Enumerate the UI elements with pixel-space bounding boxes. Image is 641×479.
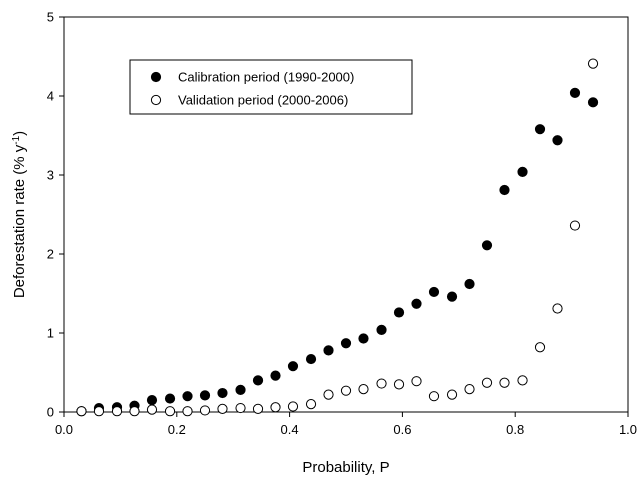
validation-series [76, 58, 599, 417]
legend-marker-calibration [150, 71, 162, 83]
y-tick-label: 0 [47, 405, 54, 420]
validation-point [270, 402, 281, 413]
calibration-point [393, 307, 405, 318]
calibration-point [428, 286, 440, 298]
calibration-point [235, 384, 246, 395]
calibration-point [587, 97, 599, 108]
validation-point [428, 391, 440, 402]
y-tick-label: 5 [47, 10, 54, 25]
validation-point [569, 220, 581, 231]
validation-point [481, 377, 493, 388]
validation-point [358, 383, 369, 395]
x-tick-label: 1.0 [619, 422, 637, 437]
calibration-point [481, 240, 493, 251]
y-tick-label: 4 [47, 89, 54, 104]
validation-point [217, 403, 228, 414]
x-tick-label: 0.6 [393, 422, 411, 437]
y-axis-title-superscript: -1 [11, 135, 22, 144]
x-tick-label: 0.0 [55, 422, 73, 437]
validation-point [235, 402, 246, 414]
calibration-point [552, 135, 563, 146]
validation-point [552, 303, 563, 314]
calibration-point [534, 124, 546, 135]
calibration-point [217, 387, 228, 399]
x-tick-label: 0.4 [281, 422, 299, 437]
calibration-series [76, 87, 599, 417]
legend: Calibration period (1990-2000) Validation… [129, 59, 413, 115]
calibration-point [411, 298, 422, 309]
validation-point [376, 378, 387, 389]
validation-point [93, 406, 105, 417]
validation-point [411, 376, 422, 387]
legend-marker-validation [150, 94, 162, 106]
calibration-point [164, 393, 176, 404]
calibration-point [446, 291, 458, 302]
y-tick-label: 1 [47, 326, 54, 341]
validation-point [252, 403, 264, 414]
calibration-point [305, 353, 317, 365]
legend-label-calibration: Calibration period (1990-2000) [178, 70, 354, 85]
validation-point [287, 401, 299, 412]
calibration-point [358, 333, 369, 344]
y-axis-title: Deforestation rate (% y-1) [11, 131, 29, 298]
legend-box [129, 59, 413, 115]
validation-point [129, 406, 140, 417]
data-points [76, 58, 599, 417]
y-axis-title-main: Deforestation rate (% y [11, 144, 28, 298]
validation-point [182, 406, 193, 417]
calibration-point [182, 391, 193, 402]
calibration-point [323, 345, 334, 356]
validation-point [76, 406, 87, 417]
x-tick-label: 0.2 [168, 422, 186, 437]
calibration-point [499, 184, 510, 196]
validation-point [164, 406, 176, 417]
calibration-point [146, 395, 158, 406]
calibration-point [199, 390, 211, 401]
validation-point [393, 379, 405, 390]
calibration-point [270, 370, 281, 381]
validation-point [534, 342, 546, 353]
validation-point [499, 377, 510, 388]
validation-point [305, 399, 317, 410]
y-axis-title-close: ) [11, 131, 28, 136]
calibration-point [340, 338, 352, 349]
validation-point [199, 405, 211, 416]
x-axis-title: Probability, P [302, 459, 389, 476]
y-tick-label: 3 [47, 168, 54, 183]
validation-point [517, 375, 528, 386]
validation-point [446, 389, 458, 400]
calibration-point [569, 87, 581, 98]
calibration-point [376, 324, 387, 335]
calibration-point [287, 361, 299, 372]
calibration-point [252, 375, 264, 386]
validation-point [340, 385, 352, 396]
axis-ticks: 0.0 0.2 0.4 0.6 0.8 1.0 0 1 2 3 4 5 [47, 10, 637, 438]
validation-point [111, 406, 123, 417]
legend-label-validation: Validation period (2000-2006) [178, 93, 348, 108]
calibration-point [517, 166, 528, 177]
validation-point [323, 389, 334, 400]
calibration-point [464, 278, 475, 290]
y-tick-label: 2 [47, 247, 54, 262]
plot-frame [63, 16, 629, 413]
plot-axes [63, 16, 629, 413]
x-tick-label: 0.8 [506, 422, 524, 437]
validation-point [464, 383, 475, 395]
validation-point [146, 404, 158, 415]
validation-point [587, 58, 599, 69]
